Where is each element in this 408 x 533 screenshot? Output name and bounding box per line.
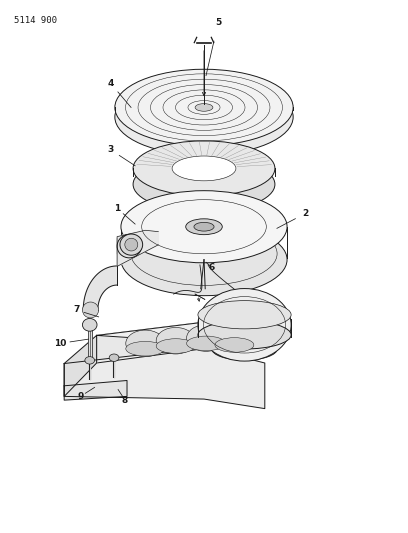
Ellipse shape — [195, 103, 213, 111]
Ellipse shape — [156, 327, 195, 354]
Polygon shape — [117, 230, 158, 266]
Ellipse shape — [115, 69, 293, 146]
Polygon shape — [97, 322, 265, 363]
Polygon shape — [64, 381, 127, 400]
Ellipse shape — [125, 238, 138, 251]
Ellipse shape — [156, 339, 195, 353]
Ellipse shape — [121, 223, 287, 296]
Ellipse shape — [115, 79, 293, 155]
Text: 8: 8 — [122, 395, 128, 405]
Ellipse shape — [215, 326, 254, 353]
Ellipse shape — [133, 157, 275, 212]
Text: 5: 5 — [215, 18, 221, 27]
Polygon shape — [83, 266, 117, 310]
Text: 5114 900: 5114 900 — [13, 16, 57, 25]
Text: 10: 10 — [54, 339, 67, 348]
Text: 4: 4 — [108, 79, 114, 88]
Ellipse shape — [198, 301, 291, 329]
Text: 9: 9 — [77, 392, 84, 401]
Polygon shape — [97, 322, 277, 343]
Ellipse shape — [172, 156, 236, 181]
Text: 6: 6 — [209, 263, 215, 272]
Ellipse shape — [126, 330, 165, 357]
Ellipse shape — [109, 354, 119, 361]
Ellipse shape — [198, 321, 291, 349]
Text: 2: 2 — [302, 209, 308, 218]
Ellipse shape — [186, 219, 222, 235]
Ellipse shape — [121, 191, 287, 263]
Polygon shape — [64, 348, 265, 409]
Ellipse shape — [133, 141, 275, 196]
Ellipse shape — [85, 357, 95, 364]
Ellipse shape — [120, 234, 143, 255]
Ellipse shape — [117, 235, 142, 258]
Ellipse shape — [186, 336, 226, 351]
Ellipse shape — [186, 325, 226, 351]
Ellipse shape — [215, 338, 254, 352]
Ellipse shape — [194, 222, 214, 231]
Ellipse shape — [172, 172, 236, 197]
Text: 3: 3 — [108, 146, 114, 155]
Ellipse shape — [198, 288, 291, 361]
Ellipse shape — [82, 302, 99, 318]
Text: 1: 1 — [114, 204, 120, 213]
Ellipse shape — [212, 338, 277, 360]
Text: 7: 7 — [73, 305, 80, 314]
Polygon shape — [64, 335, 97, 397]
Ellipse shape — [126, 342, 165, 356]
Ellipse shape — [82, 318, 97, 331]
